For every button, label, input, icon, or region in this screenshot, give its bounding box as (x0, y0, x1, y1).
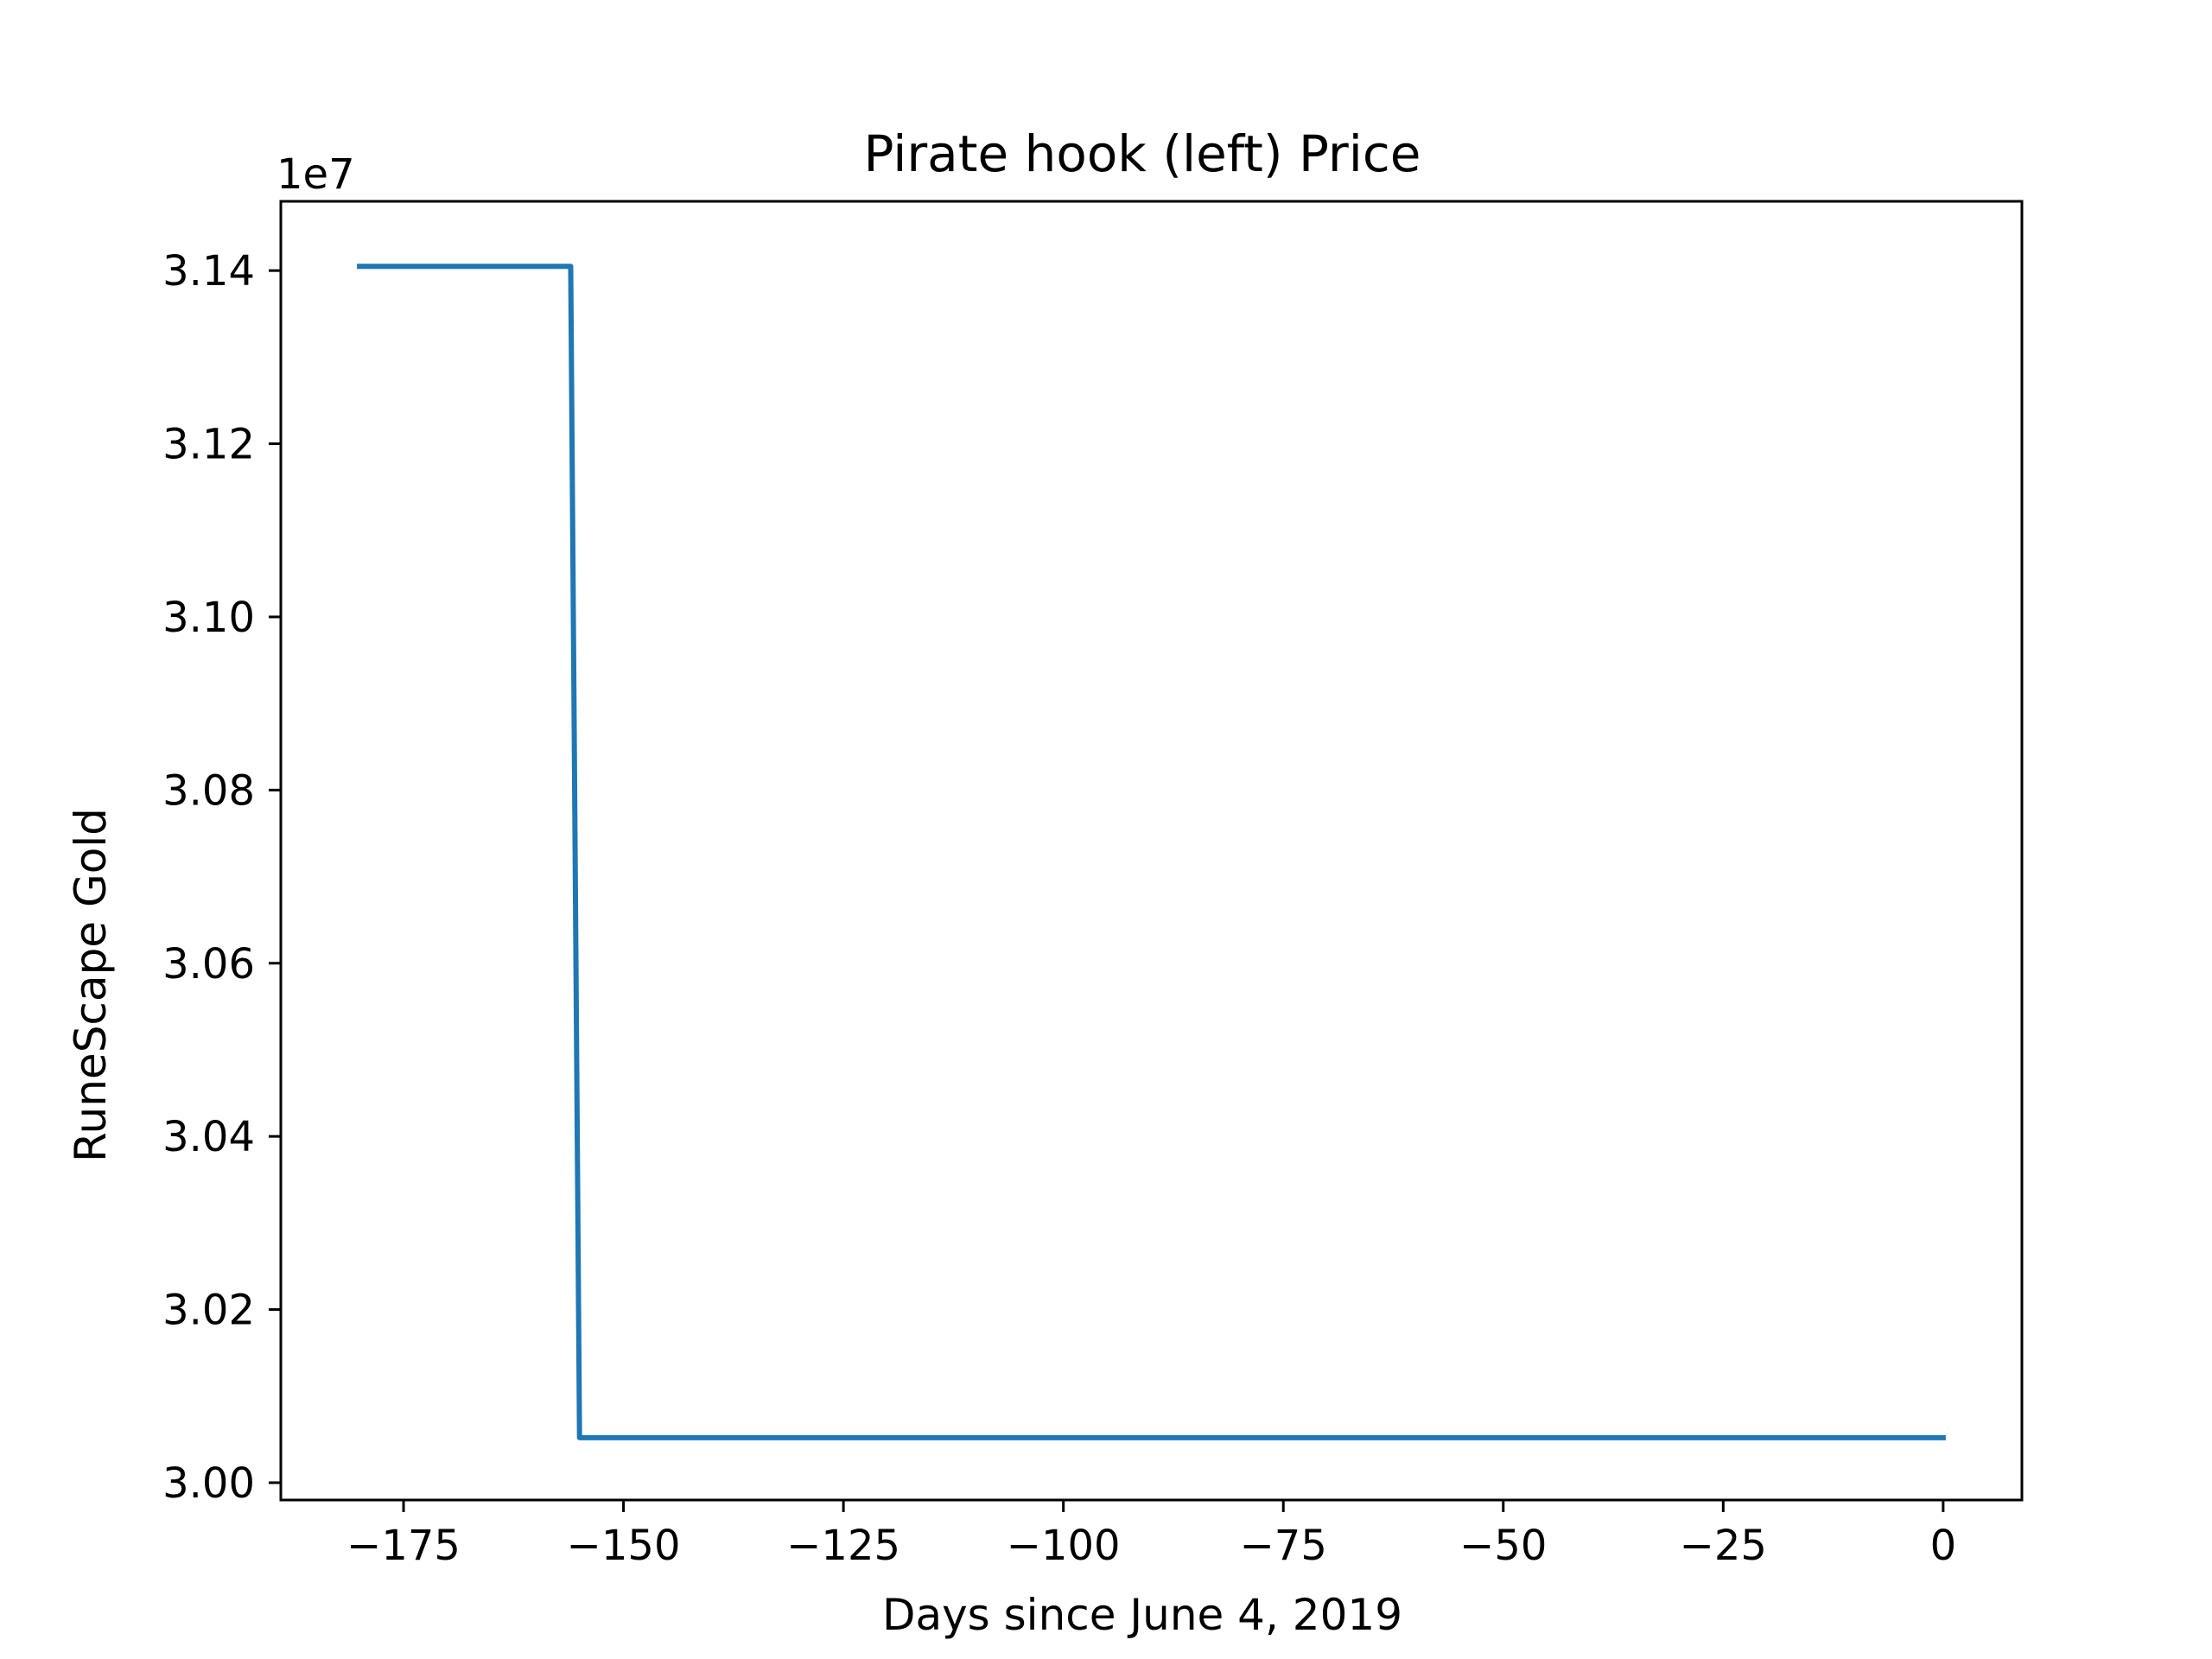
x-tick-label: −25 (1680, 1522, 1767, 1570)
series-layer (357, 264, 1946, 1440)
y-axis: 3.00 3.02 3.04 3.06 3.08 3.10 3.12 3.14 (162, 247, 281, 1508)
x-tick-label: −175 (346, 1522, 461, 1570)
y-axis-label: RuneScape Gold (66, 808, 116, 1162)
y-tick-label: 3.08 (162, 766, 255, 815)
x-tick-label: −75 (1240, 1522, 1327, 1570)
plot-area (279, 200, 2024, 1502)
chart-title: Pirate hook (left) Price (864, 124, 1421, 183)
x-tick-label: 0 (1930, 1522, 1957, 1570)
x-axis-label: Days since June 4, 2019 (882, 1590, 1402, 1640)
y-tick-label: 3.00 (162, 1459, 255, 1508)
x-tick-label: −50 (1459, 1522, 1547, 1570)
y-tick-label: 3.10 (162, 594, 255, 642)
x-tick-label: −150 (567, 1522, 681, 1570)
y-axis-offset-label: 1e7 (276, 150, 355, 199)
plot-frame (279, 200, 2024, 1502)
y-tick-label: 3.04 (162, 1113, 255, 1161)
y-tick-label: 3.12 (162, 421, 255, 469)
x-axis: −175 −150 −125 −100 −75 −50 −25 0 (346, 1500, 1956, 1570)
series-line-0 (357, 264, 1946, 1440)
y-tick-label: 3.14 (162, 247, 255, 296)
x-tick-label: −100 (1007, 1522, 1121, 1570)
y-tick-label: 3.02 (162, 1287, 255, 1335)
x-tick-label: −125 (786, 1522, 900, 1570)
y-tick-label: 3.06 (162, 940, 255, 988)
